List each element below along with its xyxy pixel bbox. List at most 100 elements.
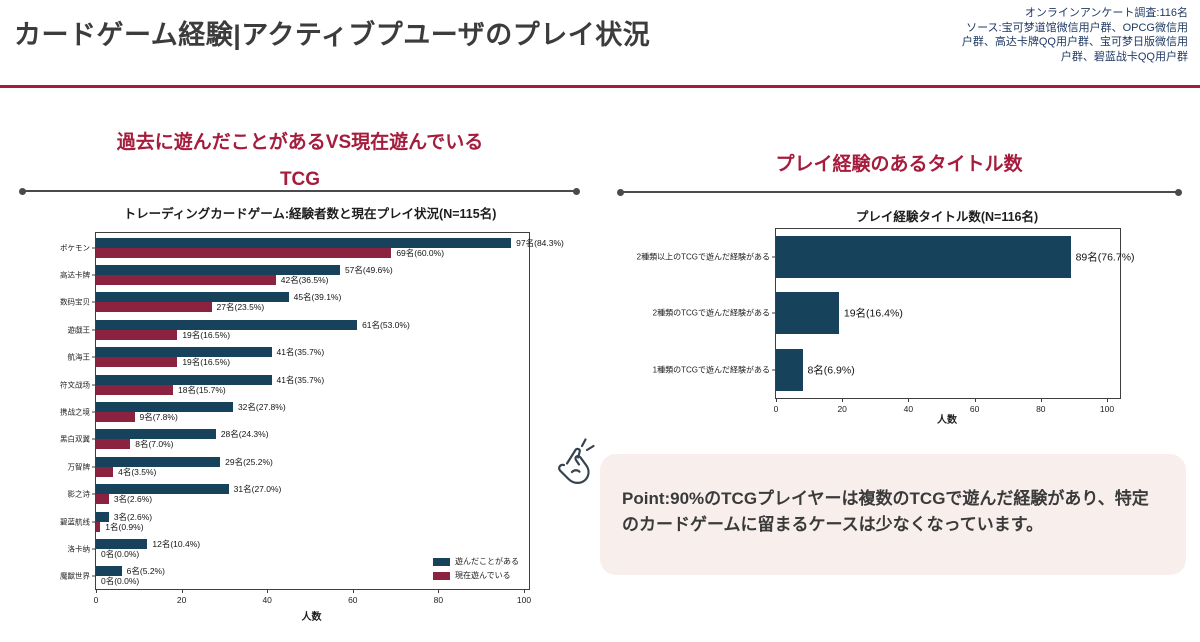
left-section-heading: 過去に遊んだことがあるVS現在遊んでいる TCG bbox=[14, 124, 586, 198]
x-tick-label: 100 bbox=[1099, 404, 1115, 414]
category-tick bbox=[92, 356, 96, 358]
x-tick bbox=[1040, 398, 1042, 402]
bar-value-label: 41名(35.7%) bbox=[276, 347, 325, 358]
x-tick bbox=[524, 589, 525, 593]
bar-value-label: 3名(2.6%) bbox=[113, 494, 153, 505]
divider-dot-left bbox=[617, 188, 624, 196]
legend-item-played: 遊んだことがある bbox=[433, 556, 519, 567]
left-chart-xlabel: 人数 bbox=[301, 612, 322, 623]
left-chart-title: トレーディングカードゲーム:経験者数と現在プレイ状況(N=115名) bbox=[123, 207, 497, 221]
bar-value-label: 42名(36.5%) bbox=[280, 274, 329, 285]
right-section-heading: プレイ経験のあるタイトル数 bbox=[614, 153, 1184, 177]
legend-label-played: 遊んだことがある bbox=[455, 557, 519, 566]
bar-value-label: 27名(23.5%) bbox=[216, 302, 265, 313]
x-tick-label: 60 bbox=[969, 404, 980, 414]
bar bbox=[96, 319, 358, 330]
x-tick bbox=[181, 589, 183, 593]
category-tick bbox=[92, 438, 96, 440]
point-callout: Point:90%のTCGプレイヤーは複数のTCGで遊んだ経験があり、特定のカー… bbox=[600, 454, 1186, 575]
bar bbox=[776, 292, 839, 335]
bar-value-label: 8名(6.9%) bbox=[807, 364, 855, 377]
meta-line-3: 户群、高达卡牌QQ用户群、宝可梦日版微信用 bbox=[961, 36, 1188, 48]
page-title: カードゲーム経験|アクティブプユーザのプレイ状況 bbox=[14, 20, 651, 50]
category-label: 高达卡牌 bbox=[60, 270, 90, 280]
finger-snap-icon bbox=[558, 438, 595, 484]
category-tick bbox=[92, 411, 96, 413]
bar bbox=[96, 439, 131, 450]
right-section-divider bbox=[617, 188, 1182, 196]
left-heading-line2: TCG bbox=[279, 169, 321, 190]
bar-value-label: 9名(7.8%) bbox=[139, 411, 178, 422]
bar bbox=[96, 411, 135, 422]
header-accent-rule bbox=[0, 85, 1200, 88]
bar bbox=[96, 384, 173, 395]
bar-value-label: 12名(10.4%) bbox=[152, 538, 201, 549]
x-tick-label: 60 bbox=[348, 595, 358, 605]
category-tick bbox=[92, 575, 96, 577]
bar bbox=[96, 429, 216, 440]
x-tick bbox=[974, 398, 976, 402]
category-label: 碧蓝航线 bbox=[60, 517, 90, 526]
legend-label-current: 現在遊んでいる bbox=[455, 571, 511, 580]
category-label: 遊戯王 bbox=[67, 325, 91, 335]
bar bbox=[96, 247, 392, 258]
category-tick bbox=[772, 369, 776, 371]
bar bbox=[96, 237, 512, 248]
category-tick bbox=[92, 274, 96, 276]
category-tick bbox=[92, 384, 96, 385]
bar-value-label: 45名(39.1%) bbox=[293, 292, 342, 303]
legend-swatch-played bbox=[433, 557, 450, 566]
meta-line-1: オンラインアンケート調査:116名 bbox=[1024, 7, 1188, 19]
bar-value-label: 32名(27.8%) bbox=[237, 401, 286, 412]
right-chart-xlabel: 人数 bbox=[937, 415, 957, 426]
bar bbox=[96, 466, 114, 477]
survey-source-note: オンラインアンケート調査:116名 ソース:宝可梦道馆微信用户群、OPCG微信用… bbox=[962, 6, 1188, 64]
bar bbox=[96, 274, 276, 285]
category-label: 2種類のTCGで遊んだ経験がある bbox=[652, 308, 770, 318]
bar-value-label: 41名(35.7%) bbox=[276, 374, 325, 385]
category-tick bbox=[92, 301, 96, 303]
point-text: Point:90%のTCGプレイヤーは複数のTCGで遊んだ経験があり、特定のカー… bbox=[622, 489, 1149, 535]
category-label: 影之诗 bbox=[67, 489, 91, 499]
legend-item-current: 現在遊んでいる bbox=[433, 570, 519, 581]
bar bbox=[96, 521, 101, 532]
category-label: 符文战场 bbox=[60, 380, 90, 389]
category-tick bbox=[92, 548, 96, 550]
x-tick-label: 20 bbox=[837, 404, 847, 414]
bar-value-label: 89名(76.7%) bbox=[1075, 251, 1135, 264]
bar bbox=[96, 329, 178, 340]
category-tick bbox=[92, 329, 96, 331]
category-label: 携战之境 bbox=[60, 407, 90, 417]
bar bbox=[96, 401, 233, 412]
bar bbox=[96, 538, 148, 549]
bar-value-label: 97名(84.3%) bbox=[516, 237, 564, 248]
bar-value-label: 8名(7.0%) bbox=[135, 439, 174, 450]
category-tick bbox=[92, 247, 96, 248]
tcg-experience-chart: 遊んだことがある 現在遊んでいる ポケモン 97名(84.3%) 69名(60.0%… bbox=[60, 232, 564, 605]
bar-value-label: 19名(16.5%) bbox=[182, 357, 231, 368]
x-tick bbox=[908, 398, 910, 402]
category-tick bbox=[92, 521, 96, 522]
bar bbox=[96, 264, 340, 275]
x-tick-label: 20 bbox=[176, 595, 187, 605]
bar-value-label: 4名(3.5%) bbox=[118, 466, 157, 477]
bar-value-label: 61名(53.0%) bbox=[362, 319, 410, 330]
x-tick bbox=[352, 589, 354, 593]
left-heading-line1: 過去に遊んだことがあるVS現在遊んでいる bbox=[116, 132, 484, 153]
bar-value-label: 1名(0.9%) bbox=[105, 521, 144, 532]
bar bbox=[776, 236, 1071, 278]
bar bbox=[96, 347, 272, 358]
category-label: 2種類以上のTCGで遊んだ経験がある bbox=[636, 252, 770, 262]
bar bbox=[96, 566, 122, 577]
category-tick bbox=[92, 466, 96, 468]
bar bbox=[96, 511, 109, 522]
x-tick-label: 0 bbox=[93, 595, 99, 605]
bar-value-label: 18名(15.7%) bbox=[178, 384, 226, 395]
bar bbox=[776, 348, 803, 391]
x-tick-label: 0 bbox=[773, 404, 779, 414]
bar bbox=[96, 357, 178, 368]
right-chart-title: プレイ経験タイトル数(N=116名) bbox=[855, 210, 1039, 224]
title-count-chart: 2種類以上のTCGで遊んだ経験がある 89名(76.7%) 2種類のTCGで遊んだ経… bbox=[637, 228, 1135, 414]
category-label: 魔獣世界 bbox=[60, 571, 90, 581]
